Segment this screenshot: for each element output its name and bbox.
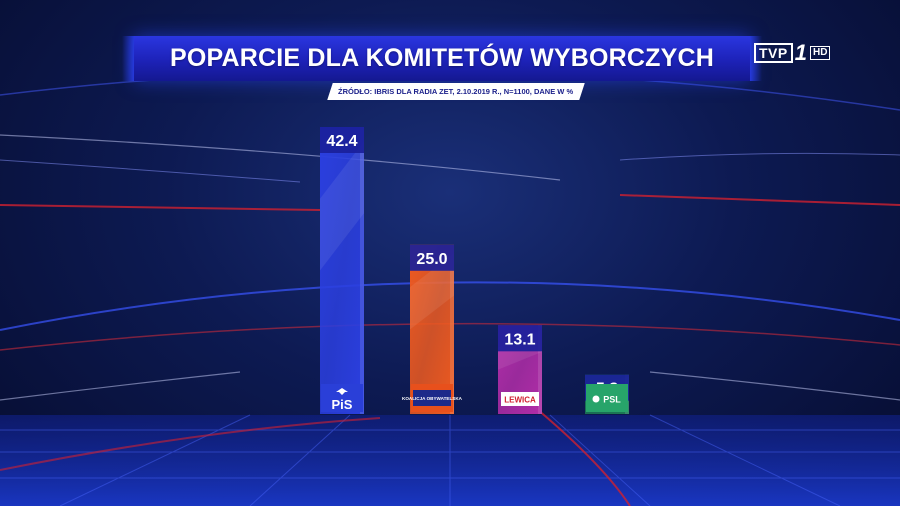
party-label-psl: PSL (603, 395, 621, 405)
party-label-lewica: LEWICA (504, 396, 536, 405)
pis-eagle-icon: PiS (321, 384, 363, 412)
bar-0 (320, 127, 364, 414)
bar-edge-0 (360, 127, 364, 414)
bar-value-label-2: 13.1 (504, 331, 535, 348)
party-label-ko: KOALICJA OBYWATELSKA (402, 396, 463, 401)
party-label-pis: PiS (332, 397, 353, 412)
bar-value-label-0: 42.4 (326, 133, 357, 150)
psl-clover-icon: PSL (586, 384, 628, 412)
tvp1-hd-logo: TVP 1 HD (754, 40, 831, 65)
bar-sheen-1 (410, 253, 454, 330)
bar-value-box-0 (320, 127, 364, 153)
logo-hd: HD (809, 46, 831, 60)
bar-edge-1 (450, 244, 454, 414)
chart-title: POPARCIE DLA KOMITETÓW WYBORCZYCH (169, 44, 715, 72)
logo-tvp-text: TVP (754, 43, 793, 63)
ko-logo-icon: KOALICJA OBYWATELSKA (402, 384, 463, 412)
bar-sheen-0 (320, 141, 364, 271)
lewica-logo-icon: LEWICA (501, 392, 539, 406)
bar-value-box-1 (410, 244, 454, 271)
bar-value-box-2 (498, 325, 542, 352)
bar-edge-2 (538, 325, 542, 414)
chart-title-bar: POPARCIE DLA KOMITETÓW WYBORCZYCH (122, 36, 762, 81)
bar-group-0: 42.4 (320, 127, 364, 414)
bar-value-label-1: 25.0 (416, 251, 447, 268)
logo-number: 1 (794, 40, 807, 65)
